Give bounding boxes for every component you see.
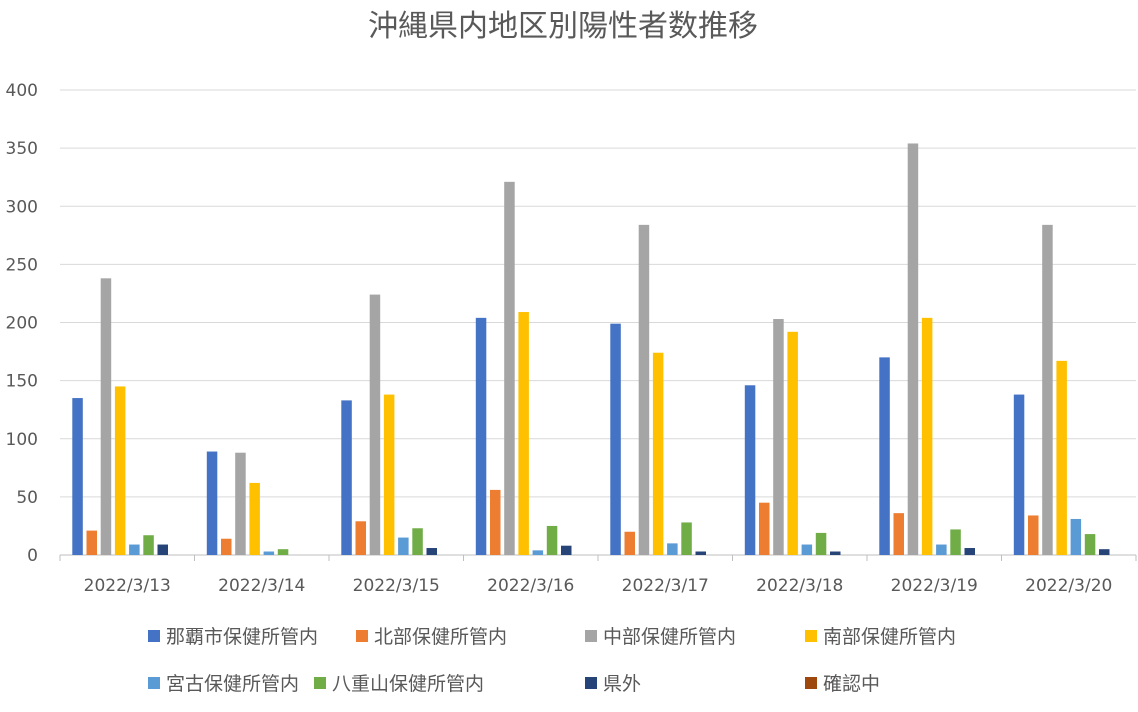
legend-marker [805,630,817,642]
bar [221,538,232,555]
legend-label: 北部保健所管内 [374,626,507,648]
legend-marker [148,677,160,689]
bar [879,357,890,555]
bar [546,525,558,555]
x-tick-label: 2022/3/13 [84,576,171,596]
legend-marker [314,677,326,689]
bar [787,331,798,555]
legend-marker [585,677,597,689]
bar [964,548,975,555]
bar [759,502,770,555]
x-tick-label: 2022/3/14 [218,576,305,596]
bar [383,394,395,555]
bar [518,312,529,555]
bar [100,278,112,555]
y-tick-label: 100 [6,430,38,450]
legend-label: 中部保健所管内 [603,626,736,648]
y-tick-label: 200 [6,314,38,334]
bar [1042,224,1053,555]
bar [263,551,275,555]
x-tick-label: 2022/3/20 [1025,576,1112,596]
bar [950,529,961,555]
bar [624,531,635,555]
y-tick-label: 350 [6,139,38,159]
legend-marker [148,630,160,642]
bar [921,317,933,555]
bar [398,537,409,555]
bar [1099,549,1110,555]
bar [206,451,218,555]
bar [681,522,692,555]
bar [907,143,919,555]
legend-label: 八重山保健所管内 [332,673,484,695]
bar [667,543,678,555]
y-tick-label: 150 [6,372,38,392]
x-tick-label: 2022/3/16 [487,576,574,596]
bar [652,352,664,555]
legend-label: 確認中 [823,673,880,695]
y-tick-label: 250 [6,255,38,275]
legend-marker [805,677,817,689]
bar [1070,518,1082,555]
legend-marker [356,630,368,642]
bar [773,319,784,555]
bar [341,400,352,555]
bar [277,549,289,555]
legend-label: 那覇市保健所管内 [166,626,318,648]
bar [72,398,83,555]
bar [475,317,487,555]
bar [1028,515,1039,555]
x-tick-label: 2022/3/17 [622,576,709,596]
bar [1013,394,1025,555]
legend-marker [585,630,597,642]
bar [893,513,904,555]
y-tick-label: 300 [6,197,38,217]
bar [1056,360,1067,555]
bar [86,530,97,555]
bar [129,544,140,555]
bar [936,544,947,555]
bar [369,294,381,555]
bar [143,535,154,555]
bar [355,521,366,555]
chart-title: 沖縄県内地区別陽性者数推移 [368,9,758,44]
bar [426,548,437,555]
bar [695,551,706,555]
legend-label: 南部保健所管内 [823,626,956,648]
bar [801,544,813,555]
y-tick-label: 0 [27,546,38,566]
bar [532,550,544,555]
x-tick-label: 2022/3/19 [891,576,978,596]
legend-label: 県外 [603,673,641,695]
bar [1084,534,1096,555]
bar [490,489,501,555]
legend-label: 宮古保健所管内 [166,673,299,695]
bar [638,224,650,555]
bar [610,323,621,555]
x-tick-label: 2022/3/18 [756,576,843,596]
bar [504,181,515,555]
bar [114,386,126,555]
bar [249,482,260,555]
y-tick-label: 50 [16,488,38,508]
bar [235,452,246,555]
bar [744,385,756,555]
bar [412,528,423,555]
bar [830,551,841,555]
x-tick-label: 2022/3/15 [353,576,440,596]
bar [561,545,572,555]
bar [815,532,827,555]
y-tick-label: 400 [6,81,38,101]
bar [157,544,168,555]
